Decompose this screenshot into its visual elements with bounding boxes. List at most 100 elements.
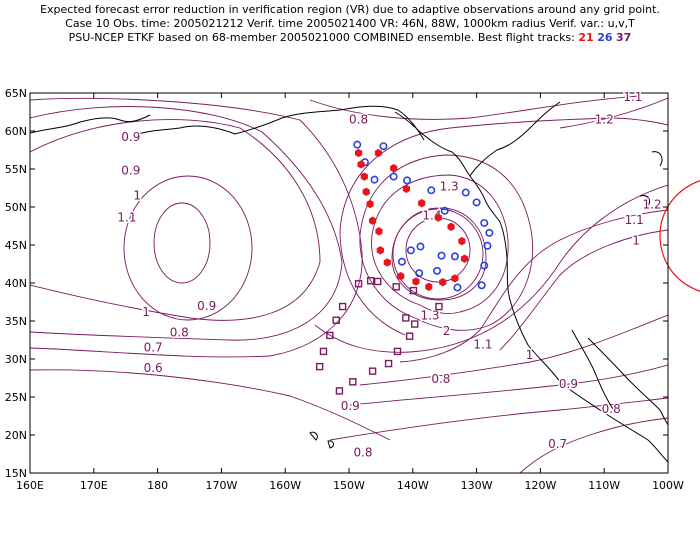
contour-line [399, 209, 668, 363]
contour-line [391, 207, 487, 301]
track-37-square [319, 347, 328, 356]
track-21-hexagon [425, 282, 433, 291]
title-line-2: Case 10 Obs. time: 2005021212 Verif. tim… [65, 17, 635, 30]
track-37-square [402, 314, 410, 322]
axis-ticks [29, 92, 669, 474]
track-21-hexagon [366, 199, 374, 209]
contour-label: 1.3 [440, 179, 459, 193]
map-frame [29, 92, 669, 474]
contour-label: 0.9 [121, 164, 140, 178]
track-26-circle [389, 172, 398, 181]
latitude-label: 55N [5, 163, 27, 176]
track-21-hexagon [434, 213, 442, 222]
contour-label: 0.7 [144, 341, 163, 355]
track-21-hexagon [402, 184, 411, 193]
longitude-label: 160E [16, 479, 44, 492]
coastlines [30, 101, 668, 463]
track-26-circle [453, 283, 462, 292]
title-line-3: PSU-NCEP ETKF based on 68-member 2005021… [0, 31, 700, 45]
contour-label: 2 [443, 324, 451, 338]
longitude-label: 160W [269, 479, 301, 492]
contour-label: 0.7 [548, 437, 567, 451]
longitude-label: 180 [147, 479, 168, 492]
track-37-square [332, 316, 340, 324]
track-26-circle [450, 252, 459, 261]
latitude-label: 45N [5, 239, 27, 252]
contour-line [30, 98, 363, 358]
track-21-hexagon [357, 160, 365, 169]
track-21-hexagon [451, 274, 459, 283]
track-21-hexagon [362, 187, 370, 196]
contour-label: 1.2 [643, 198, 662, 212]
track-21-hexagon [412, 277, 420, 286]
track-26-circle [440, 206, 449, 215]
contour-label: 1.1 [117, 211, 136, 225]
track-26-circle [477, 281, 486, 290]
track-37-square [354, 280, 363, 288]
contour-line [499, 229, 668, 351]
longitude-label: 150W [333, 479, 365, 492]
track-21-hexagon [383, 258, 391, 267]
track-21-hexagon [439, 278, 447, 287]
flight-track-37 [315, 277, 443, 395]
track-21-hexagon [418, 199, 426, 208]
longitude-label: 120W [524, 479, 556, 492]
track-21-hexagon [390, 164, 398, 173]
contour-label: 0.9 [121, 130, 140, 144]
coastline-mainland-mexico [587, 337, 668, 426]
longitude-labels: 160E 170E 180 170W 160W 150W 140W 130W 120W 110W 1… [16, 479, 684, 492]
track-26-circle [416, 242, 425, 251]
track-26-circle [433, 266, 442, 275]
latitude-label: 30N [5, 353, 27, 366]
contour-line [359, 314, 668, 386]
contour-line [349, 364, 668, 406]
contour-line [309, 95, 641, 120]
track-26-circle [461, 188, 470, 197]
track-37-square [435, 302, 443, 311]
contour-line [123, 175, 253, 321]
contour-label: 0.9 [197, 299, 216, 313]
coastline-baja [571, 329, 616, 413]
track-26-label: 26 [597, 31, 613, 44]
track-26-circle [353, 140, 362, 149]
contour-line [30, 106, 343, 341]
contour-line [314, 184, 668, 353]
track-26-circle [480, 218, 489, 227]
contour-label: 1 [142, 305, 150, 319]
latitude-label: 20N [5, 429, 27, 442]
latitude-labels: 65N 60N 55N 50N 45N 40N 35N 30N 25N 20N 15N [5, 87, 27, 480]
contour-label: 0.8 [431, 372, 450, 386]
track-37-square [392, 283, 400, 291]
track-37-label: 37 [616, 31, 632, 44]
contour-label: 1 [632, 233, 640, 247]
track-26-circle [379, 142, 388, 151]
track-26-circle [437, 251, 446, 260]
verification-region-circle [659, 180, 700, 292]
contour-line [392, 208, 484, 300]
latitude-label: 35N [5, 315, 27, 328]
track-21-hexagon [447, 222, 455, 231]
track-26-circle [483, 241, 492, 250]
title-line-3-text: PSU-NCEP ETKF based on 68-member 2005021… [68, 31, 575, 44]
track-21-hexagon [376, 246, 384, 255]
track-26-circle [485, 228, 494, 237]
contour-label: 0.8 [349, 113, 368, 127]
track-26-circle [403, 176, 412, 185]
flight-track-26 [353, 140, 494, 292]
track-21-hexagon [375, 227, 383, 236]
track-26-circle [370, 175, 379, 184]
track-26-circle [415, 269, 424, 278]
contour-label: 1 [526, 348, 534, 362]
coastline-canada-inner [469, 101, 561, 177]
track-37-square [338, 302, 347, 311]
track-21-hexagon [368, 216, 377, 225]
longitude-label: 110W [588, 479, 620, 492]
contour-line [359, 154, 534, 331]
contour-label: 1.2 [595, 113, 614, 127]
contour-label: 1 [133, 189, 141, 203]
contour-label: 0.8 [353, 445, 372, 459]
latitude-label: 50N [5, 201, 27, 214]
flight-track-21 [354, 148, 469, 291]
track-26-circle [480, 261, 489, 270]
